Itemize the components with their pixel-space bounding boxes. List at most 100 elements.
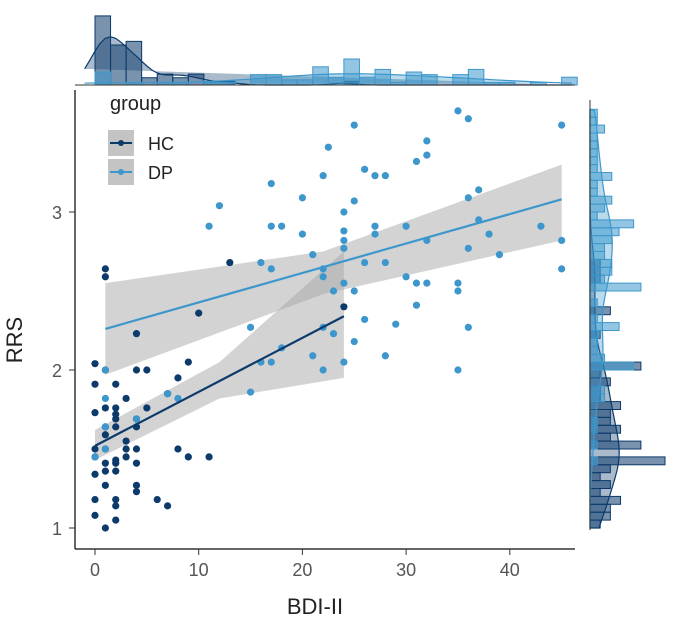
- ci-band-hc: [95, 251, 344, 461]
- top-hist-bar-dp: [561, 76, 578, 86]
- point-hc: [195, 309, 203, 317]
- point-dp: [278, 222, 286, 230]
- legend-label-dp: DP: [148, 163, 173, 183]
- point-dp: [309, 251, 317, 259]
- point-dp: [340, 358, 348, 366]
- point-dp: [464, 115, 472, 123]
- point-dp: [298, 194, 306, 202]
- point-dp: [412, 157, 421, 166]
- point-dp: [464, 244, 472, 252]
- point-hc: [112, 380, 120, 388]
- point-dp: [371, 230, 379, 238]
- point-hc: [91, 495, 99, 504]
- point-dp: [412, 279, 421, 287]
- point-hc: [91, 511, 99, 519]
- point-dp: [246, 388, 255, 396]
- y-tick-label: 3: [52, 203, 62, 223]
- point-hc: [174, 445, 182, 453]
- point-dp: [371, 222, 379, 230]
- point-hc: [112, 516, 120, 524]
- point-hc: [112, 423, 120, 431]
- point-dp: [350, 121, 358, 129]
- point-hc: [91, 470, 99, 478]
- point-dp: [101, 394, 109, 403]
- point-dp: [350, 287, 358, 295]
- point-hc: [132, 445, 141, 453]
- point-dp: [329, 330, 338, 338]
- point-hc: [153, 495, 161, 504]
- point-dp: [319, 172, 327, 180]
- point-dp: [101, 445, 109, 453]
- point-hc: [205, 453, 213, 461]
- point-hc: [112, 415, 120, 423]
- point-dp: [402, 273, 410, 281]
- point-dp: [464, 194, 472, 202]
- point-hc: [91, 445, 99, 453]
- point-hc: [174, 374, 182, 382]
- point-hc: [184, 358, 192, 366]
- point-dp: [361, 315, 369, 324]
- point-hc: [91, 409, 99, 417]
- point-dp: [454, 287, 462, 295]
- point-hc: [112, 495, 120, 504]
- x-tick-label: 20: [292, 560, 312, 580]
- point-hc: [340, 303, 348, 311]
- point-dp: [298, 230, 306, 238]
- point-dp: [558, 265, 566, 273]
- right-density-dp: [589, 108, 613, 529]
- point-hc: [132, 366, 141, 374]
- point-hc: [112, 459, 120, 467]
- axis-ticks: 0 10 20 30 40 1 2 3: [52, 203, 520, 580]
- point-hc: [184, 453, 192, 461]
- point-hc: [143, 366, 151, 374]
- point-dp: [475, 186, 483, 194]
- point-dp: [402, 222, 410, 230]
- point-dp: [267, 358, 275, 366]
- point-hc: [122, 445, 130, 453]
- point-dp: [454, 279, 462, 287]
- point-dp: [392, 320, 400, 328]
- y-axis-title: RRS: [2, 317, 27, 363]
- point-hc: [132, 488, 141, 496]
- point-dp: [381, 352, 389, 360]
- point-hc: [101, 431, 109, 439]
- x-tick-label: 40: [500, 560, 520, 580]
- point-dp: [340, 236, 348, 245]
- point-dp: [412, 301, 421, 309]
- point-dp: [246, 323, 255, 331]
- y-tick-label: 2: [52, 361, 62, 381]
- point-dp: [381, 258, 389, 267]
- x-tick-label: 10: [189, 560, 209, 580]
- legend-title: group: [110, 93, 161, 115]
- point-dp: [267, 222, 275, 230]
- point-dp: [257, 258, 265, 267]
- x-tick-label: 0: [90, 560, 100, 580]
- point-dp: [267, 265, 275, 273]
- legend-label-hc: HC: [148, 134, 174, 154]
- point-dp: [340, 244, 348, 252]
- point-dp: [174, 394, 182, 403]
- point-dp: [319, 273, 327, 281]
- fit-line-hc: [94, 315, 345, 447]
- point-dp: [464, 323, 472, 331]
- point-hc: [122, 437, 130, 445]
- point-dp: [340, 227, 348, 235]
- point-dp: [101, 423, 109, 431]
- point-hc: [101, 481, 109, 489]
- point-dp: [361, 258, 369, 267]
- point-dp: [485, 230, 493, 238]
- point-dp: [423, 151, 431, 159]
- point-dp: [340, 208, 348, 216]
- point-hc: [132, 330, 141, 338]
- point-hc: [112, 404, 120, 412]
- confidence-bands: [95, 164, 562, 461]
- point-dp: [329, 287, 338, 295]
- ci-band-dp: [105, 164, 562, 375]
- point-dp: [309, 352, 317, 360]
- x-tick-label: 30: [396, 560, 416, 580]
- point-dp: [340, 279, 348, 287]
- point-dp: [267, 179, 275, 188]
- point-dp: [454, 107, 462, 115]
- point-hc: [122, 453, 130, 461]
